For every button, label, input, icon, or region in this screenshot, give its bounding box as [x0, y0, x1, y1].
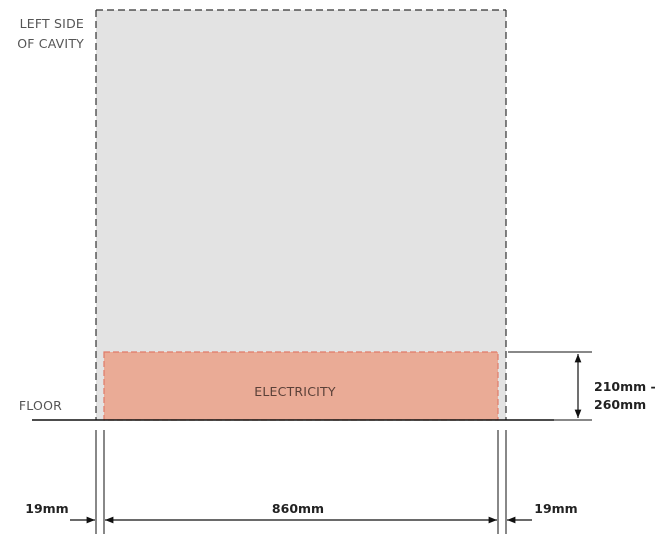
- width-dimension-label: 860mm: [272, 501, 324, 516]
- left-gap-label: 19mm: [25, 501, 68, 516]
- electricity-zone: [103, 351, 499, 421]
- height-dimension-line2: 260mm: [594, 397, 646, 412]
- height-dimension-line1: 210mm -: [594, 379, 656, 394]
- left-side-label-line2: OF CAVITY: [17, 36, 84, 51]
- right-gap-label: 19mm: [534, 501, 577, 516]
- left-side-label-line1: LEFT SIDE: [20, 16, 84, 31]
- floor-label: FLOOR: [19, 398, 62, 413]
- electricity-label: ELECTRICITY: [254, 384, 336, 399]
